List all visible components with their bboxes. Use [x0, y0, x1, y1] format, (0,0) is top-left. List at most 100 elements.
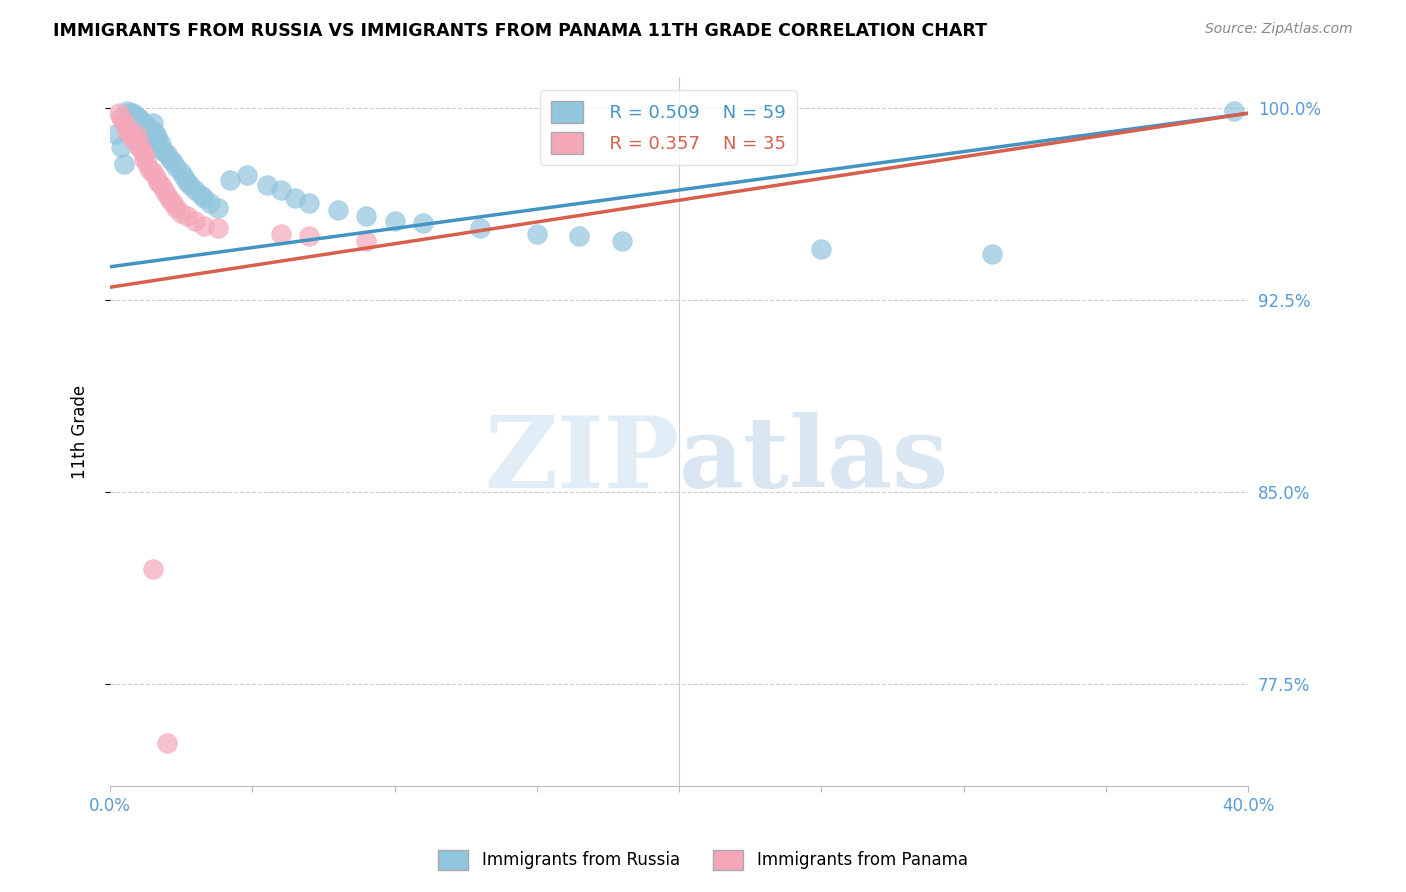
Point — [136, 119, 159, 133]
Point — [468, 221, 491, 235]
Point — [193, 191, 215, 205]
Point — [121, 129, 143, 144]
Point — [162, 154, 184, 169]
Point — [610, 234, 633, 248]
Point — [270, 183, 292, 197]
Point — [107, 106, 129, 120]
Point — [193, 219, 215, 233]
Point — [162, 195, 184, 210]
Point — [190, 188, 212, 202]
Point — [256, 178, 278, 192]
Point — [112, 116, 135, 130]
Point — [110, 112, 132, 126]
Point — [165, 160, 187, 174]
Point — [139, 127, 162, 141]
Point — [131, 142, 153, 156]
Point — [148, 132, 170, 146]
Point — [139, 121, 162, 136]
Point — [134, 116, 156, 130]
Point — [207, 221, 229, 235]
Point — [121, 106, 143, 120]
Point — [104, 127, 127, 141]
Point — [134, 121, 156, 136]
Point — [142, 562, 165, 576]
Point — [354, 234, 377, 248]
Point — [298, 229, 321, 244]
Point — [115, 119, 138, 133]
Point — [198, 195, 221, 210]
Point — [270, 227, 292, 241]
Point — [354, 209, 377, 223]
Point — [284, 191, 307, 205]
Point — [810, 242, 832, 256]
Point — [115, 103, 138, 118]
Point — [159, 193, 181, 207]
Point — [150, 136, 173, 151]
Point — [184, 183, 207, 197]
Point — [156, 736, 179, 750]
Legend:   R = 0.509    N = 59,   R = 0.357    N = 35: R = 0.509 N = 59, R = 0.357 N = 35 — [540, 90, 797, 165]
Point — [142, 124, 165, 138]
Point — [136, 124, 159, 138]
Point — [150, 178, 173, 192]
Point — [176, 209, 198, 223]
Text: ZIP: ZIP — [484, 411, 679, 508]
Text: atlas: atlas — [679, 411, 949, 508]
Point — [298, 195, 321, 210]
Point — [142, 165, 165, 179]
Point — [118, 106, 141, 120]
Point — [384, 213, 406, 227]
Point — [121, 132, 143, 146]
Point — [159, 153, 181, 167]
Point — [981, 247, 1004, 261]
Point — [153, 183, 176, 197]
Point — [128, 112, 150, 126]
Point — [526, 227, 548, 241]
Point — [568, 229, 591, 244]
Point — [142, 116, 165, 130]
Point — [112, 157, 135, 171]
Point — [326, 203, 349, 218]
Point — [145, 170, 167, 185]
Point — [134, 153, 156, 167]
Point — [179, 178, 201, 192]
Point — [118, 127, 141, 141]
Point — [165, 201, 187, 215]
Point — [170, 206, 193, 220]
Point — [128, 139, 150, 153]
Y-axis label: 11th Grade: 11th Grade — [72, 384, 89, 479]
Point — [110, 139, 132, 153]
Point — [170, 165, 193, 179]
Point — [121, 112, 143, 126]
Point — [115, 124, 138, 138]
Point — [128, 135, 150, 149]
Point — [150, 142, 173, 156]
Point — [156, 147, 179, 161]
Point — [124, 114, 146, 128]
Point — [235, 168, 257, 182]
Point — [124, 127, 146, 141]
Point — [207, 201, 229, 215]
Point — [156, 188, 179, 202]
Point — [139, 162, 162, 177]
Text: IMMIGRANTS FROM RUSSIA VS IMMIGRANTS FROM PANAMA 11TH GRADE CORRELATION CHART: IMMIGRANTS FROM RUSSIA VS IMMIGRANTS FRO… — [53, 22, 987, 40]
Text: Source: ZipAtlas.com: Source: ZipAtlas.com — [1205, 22, 1353, 37]
Point — [145, 135, 167, 149]
Point — [131, 114, 153, 128]
Point — [218, 173, 240, 187]
Point — [142, 132, 165, 146]
Point — [128, 116, 150, 130]
Point — [153, 145, 176, 159]
Point — [1222, 103, 1244, 118]
Point — [124, 109, 146, 123]
Point — [131, 119, 153, 133]
Point — [118, 109, 141, 123]
Point — [184, 213, 207, 227]
Point — [134, 147, 156, 161]
Point — [148, 175, 170, 189]
Point — [412, 216, 434, 230]
Point — [173, 170, 195, 185]
Point — [176, 175, 198, 189]
Point — [145, 127, 167, 141]
Point — [136, 157, 159, 171]
